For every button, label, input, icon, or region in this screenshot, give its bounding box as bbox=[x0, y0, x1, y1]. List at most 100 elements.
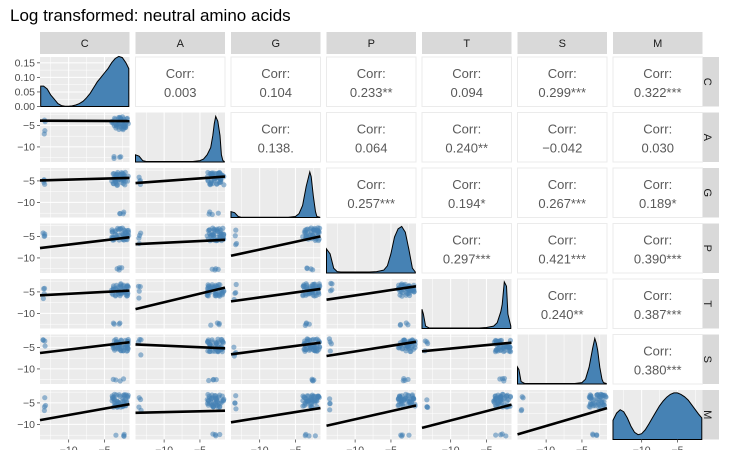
x-tick-label: −5 bbox=[480, 445, 492, 450]
data-point bbox=[204, 397, 210, 403]
data-point bbox=[327, 400, 333, 406]
data-point bbox=[113, 180, 119, 187]
corr-label: Corr: bbox=[166, 66, 195, 81]
scatter-points bbox=[136, 391, 227, 439]
data-point bbox=[42, 343, 48, 349]
data-point bbox=[124, 293, 130, 299]
corr-panel bbox=[612, 223, 703, 274]
data-point bbox=[214, 181, 220, 187]
corr-panel bbox=[517, 112, 608, 163]
scatter-points bbox=[231, 281, 323, 328]
data-point bbox=[504, 392, 510, 398]
data-point bbox=[231, 344, 237, 350]
data-point bbox=[212, 293, 218, 299]
data-point bbox=[300, 393, 306, 399]
corr-panel bbox=[326, 167, 417, 218]
corr-value: 0.030 bbox=[641, 141, 674, 156]
data-point bbox=[42, 338, 48, 344]
data-point bbox=[311, 377, 317, 383]
data-point bbox=[327, 407, 333, 413]
data-point bbox=[424, 397, 430, 403]
corr-label: Corr: bbox=[357, 177, 386, 192]
data-point bbox=[217, 431, 223, 438]
data-point bbox=[307, 346, 313, 352]
data-point bbox=[138, 352, 144, 358]
data-point bbox=[233, 393, 239, 399]
data-point bbox=[233, 406, 239, 412]
data-point bbox=[304, 265, 310, 272]
data-point bbox=[116, 154, 123, 160]
data-point bbox=[233, 227, 239, 233]
density-tick-label: 0.10 bbox=[15, 72, 36, 84]
scatter-points bbox=[518, 391, 609, 438]
scatter-points bbox=[232, 225, 323, 273]
data-point bbox=[115, 225, 121, 231]
data-point bbox=[213, 433, 219, 439]
data-point bbox=[207, 348, 213, 355]
density-T bbox=[421, 280, 512, 329]
density-panel bbox=[422, 279, 512, 329]
chart-title: Log transformed: neutral amino acids bbox=[10, 6, 291, 25]
corr-value: 0.104 bbox=[259, 85, 292, 100]
data-point bbox=[210, 376, 217, 383]
fit-line bbox=[39, 340, 130, 355]
data-point bbox=[233, 281, 239, 288]
corr-value: 0.380*** bbox=[634, 363, 682, 378]
scatter-points bbox=[424, 391, 514, 439]
density-A bbox=[135, 114, 225, 163]
corr-value: 0.064 bbox=[355, 141, 388, 156]
data-point bbox=[214, 320, 220, 326]
scatter-points bbox=[422, 337, 514, 384]
data-point bbox=[303, 321, 309, 327]
data-point bbox=[506, 343, 512, 349]
data-point bbox=[312, 225, 318, 231]
data-point bbox=[507, 348, 513, 354]
data-point bbox=[216, 282, 222, 288]
data-point bbox=[312, 398, 318, 404]
data-point bbox=[121, 393, 127, 400]
strip-top-M bbox=[613, 32, 703, 54]
data-point bbox=[328, 280, 334, 286]
x-tick-label: −10 bbox=[442, 445, 460, 450]
data-point bbox=[135, 283, 142, 289]
strip-top-C bbox=[40, 32, 130, 54]
data-point bbox=[501, 348, 507, 355]
data-point bbox=[586, 394, 592, 400]
x-tick-label: −5 bbox=[194, 445, 206, 450]
density-M bbox=[612, 392, 703, 440]
data-point bbox=[205, 169, 211, 176]
data-point bbox=[327, 348, 333, 354]
y-tick-label: −5 bbox=[23, 286, 35, 298]
data-point bbox=[307, 226, 313, 232]
data-point bbox=[301, 403, 307, 409]
data-point bbox=[405, 343, 411, 350]
fit-line bbox=[421, 403, 512, 430]
data-point bbox=[232, 290, 238, 296]
data-point bbox=[205, 228, 211, 234]
corr-panel bbox=[230, 112, 321, 163]
x-tick-label: −10 bbox=[633, 445, 651, 450]
corr-panel bbox=[517, 56, 608, 107]
corr-label: Corr: bbox=[643, 66, 672, 81]
data-point bbox=[206, 377, 212, 384]
data-point bbox=[123, 344, 129, 350]
y-tick-label: −10 bbox=[17, 363, 35, 375]
data-point bbox=[217, 177, 224, 183]
strip-top-label: A bbox=[177, 38, 185, 50]
data-point bbox=[116, 321, 122, 327]
data-point bbox=[401, 337, 408, 343]
data-point bbox=[590, 431, 596, 437]
data-point bbox=[122, 182, 128, 188]
strip-top-P bbox=[326, 32, 416, 54]
corr-value: 0.390*** bbox=[634, 252, 682, 267]
fit-line bbox=[230, 341, 321, 356]
data-point bbox=[303, 233, 309, 239]
y-tick-label: −10 bbox=[17, 308, 35, 320]
data-point bbox=[136, 295, 142, 301]
fit-line bbox=[39, 176, 130, 182]
strip-right-label: G bbox=[701, 188, 713, 197]
data-point bbox=[401, 396, 408, 402]
data-point bbox=[300, 293, 306, 299]
corr-value: 0.138. bbox=[258, 141, 294, 156]
data-point bbox=[136, 235, 142, 241]
